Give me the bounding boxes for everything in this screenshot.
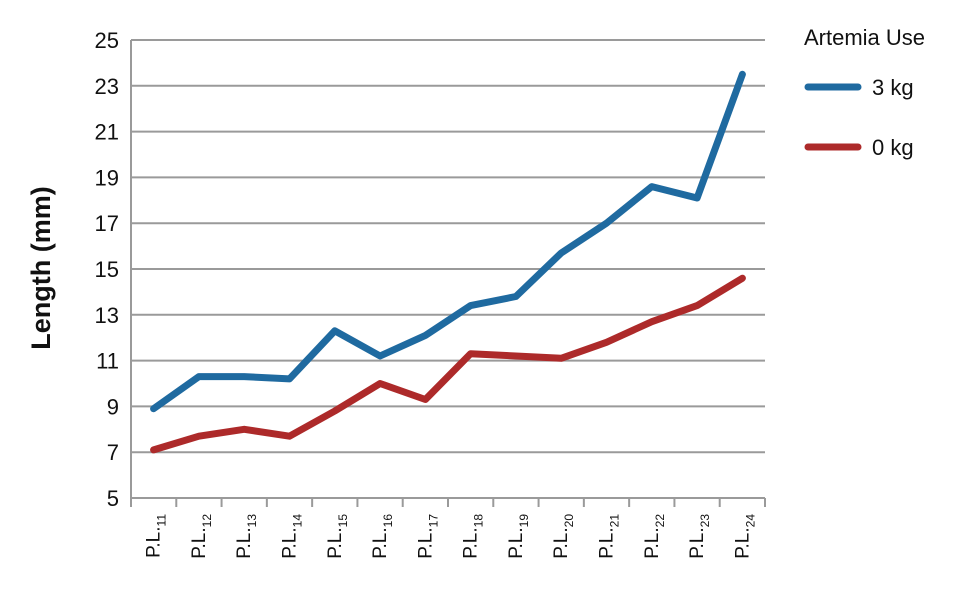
x-tick-label: P.L.23 — [687, 514, 712, 559]
legend-title: Artemia Use — [804, 25, 925, 50]
x-tick-label: P.L.19 — [506, 514, 531, 559]
series-line-0-kg — [150, 274, 746, 454]
y-tick-label: 25 — [95, 28, 119, 53]
y-tick-labels: 5 7 9 11 13 15 17 19 21 23 25 — [95, 28, 119, 511]
x-tick-label: P.L.22 — [642, 514, 667, 559]
x-tick-label: P.L.14 — [280, 514, 305, 559]
legend-label: 0 kg — [872, 135, 914, 160]
x-tick-label: P.L.24 — [732, 514, 757, 559]
y-tick-label: 21 — [95, 120, 119, 145]
x-tick-label: P.L.12 — [189, 514, 214, 559]
y-tick-label: 15 — [95, 257, 119, 282]
series-line-3-kg — [150, 70, 746, 413]
x-tick-labels: P.L.11 P.L.12 P.L.13 P.L.14 P.L.15 P.L.16 P.L.… — [144, 514, 758, 559]
x-tick-label: P.L.11 — [144, 514, 169, 558]
y-tick-label: 9 — [107, 394, 119, 419]
y-tick-label: 5 — [107, 486, 119, 511]
x-tick-label: P.L.15 — [325, 514, 350, 559]
y-tick-label: 7 — [107, 440, 119, 465]
axes — [130, 40, 766, 507]
legend-label: 3 kg — [872, 75, 914, 100]
y-tick-label: 17 — [95, 211, 119, 236]
y-tick-label: 23 — [95, 74, 119, 99]
x-tick-label: P.L.21 — [597, 514, 622, 559]
legend: Artemia Use 3 kg 0 kg — [804, 25, 925, 160]
x-tick-label: P.L.17 — [415, 514, 440, 559]
x-tick-label: P.L.16 — [370, 514, 395, 559]
x-tick-label: P.L.13 — [234, 514, 259, 559]
x-tick-label: P.L.20 — [551, 514, 576, 559]
y-axis-label: Length (mm) — [26, 186, 56, 349]
x-tick-label: P.L.18 — [461, 514, 486, 559]
y-tick-label: 19 — [95, 165, 119, 190]
y-tick-label: 11 — [96, 349, 119, 374]
gridlines — [131, 39, 765, 499]
series-lines — [150, 70, 746, 454]
y-tick-label: 13 — [95, 303, 119, 328]
